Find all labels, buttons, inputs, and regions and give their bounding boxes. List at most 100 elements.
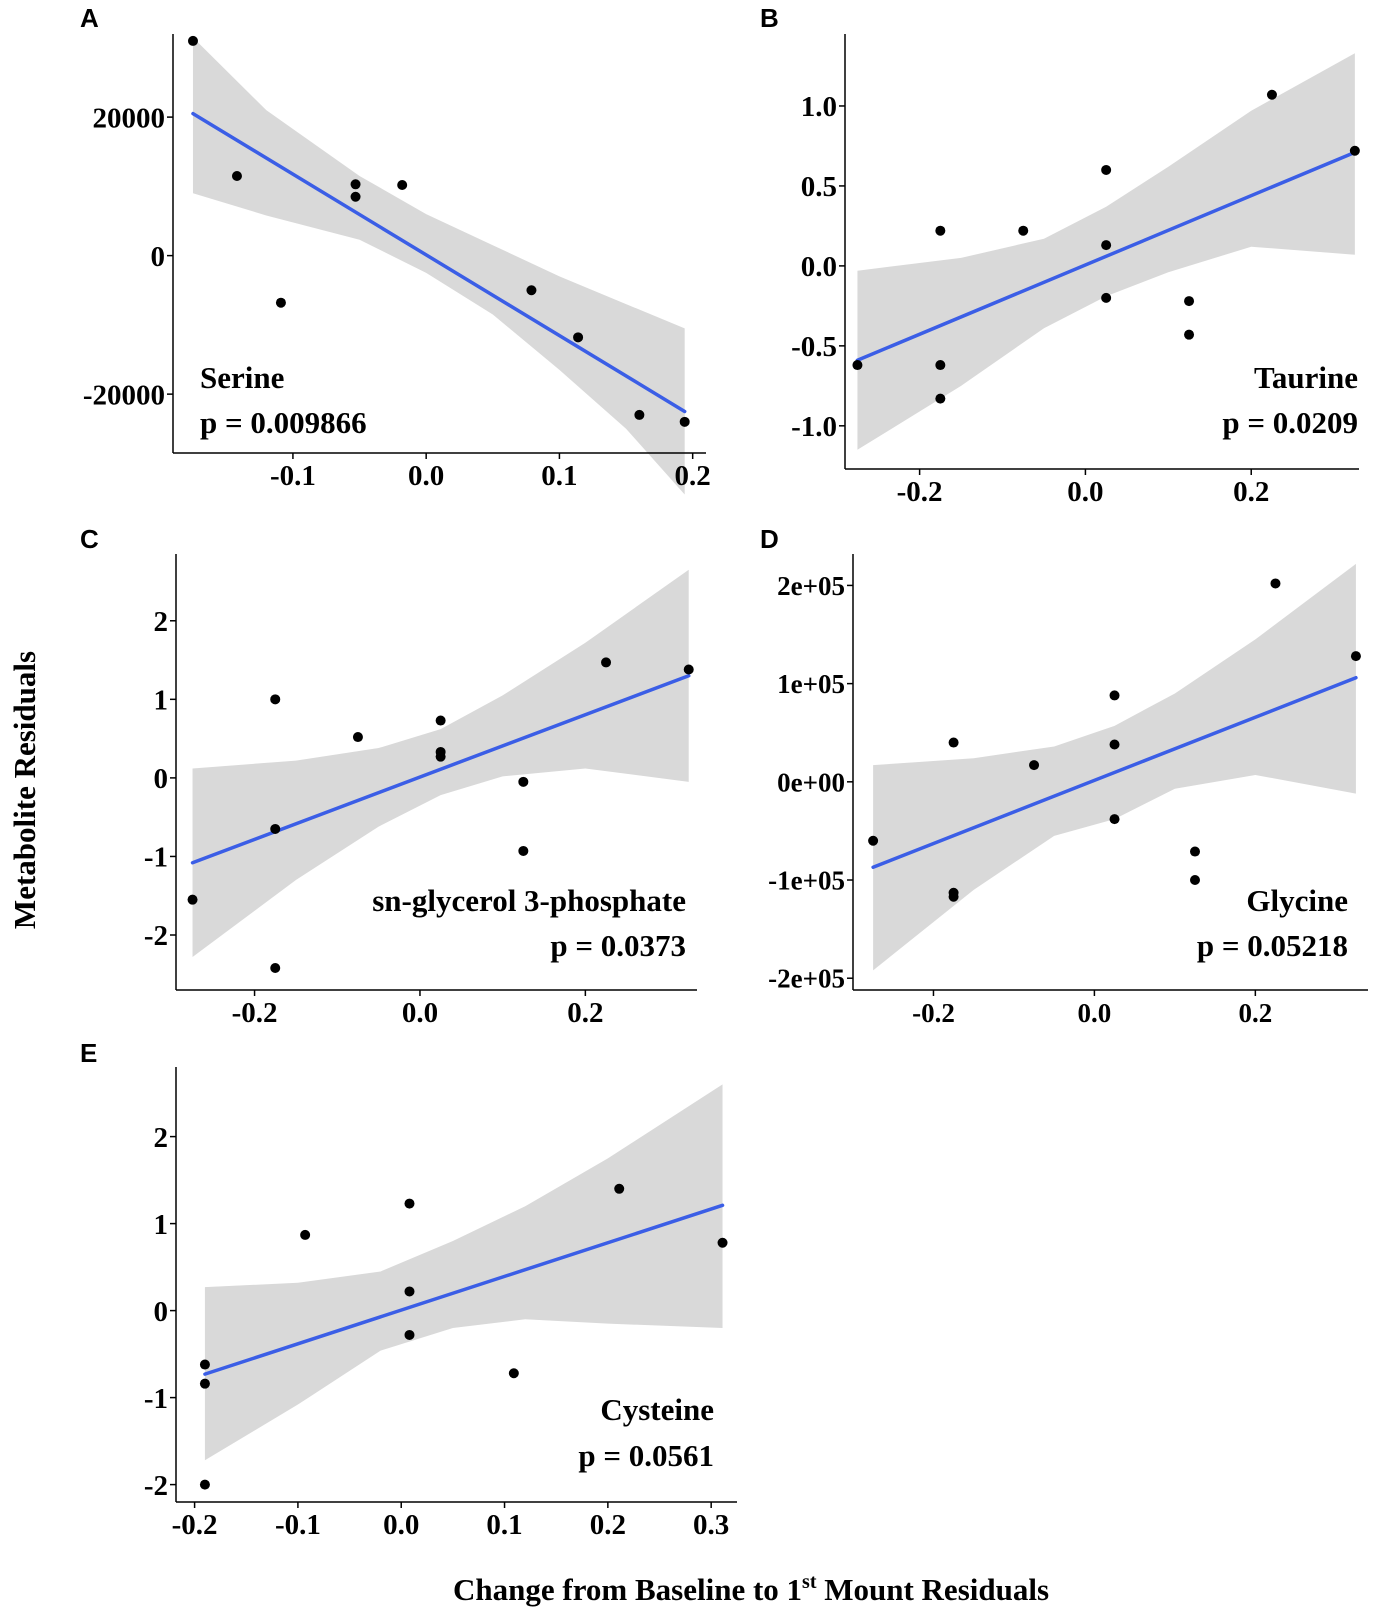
p-value: p = 0.05218 (1197, 928, 1348, 963)
y-tick-label: -1 (144, 1383, 168, 1415)
x-tick-label: -0.2 (897, 476, 943, 508)
data-point-6 (397, 179, 408, 190)
x-tick-label: 0.2 (1233, 476, 1269, 508)
data-point-8 (1109, 814, 1120, 825)
x-tick-label: 0.0 (1078, 998, 1112, 1028)
data-point-1 (187, 35, 198, 46)
y-tick-label: -0.5 (791, 331, 837, 363)
y-tick-label: -1.0 (791, 411, 837, 443)
data-point-4 (948, 891, 959, 902)
data-point-1 (199, 1359, 210, 1370)
y-tick-label: 1 (154, 1209, 169, 1241)
x-tick-label: 0.0 (1067, 476, 1103, 508)
y-tick-label: 2 (154, 1122, 169, 1154)
data-point-5 (1018, 225, 1029, 236)
x-tick-label: -0.2 (232, 997, 278, 1029)
y-tick-label: 2 (154, 606, 169, 638)
y-tick-label: -1e+05 (768, 865, 845, 895)
data-point-10 (717, 1237, 728, 1248)
x-tick-label: 0.2 (590, 1509, 626, 1541)
y-tick-label: -2 (144, 920, 168, 952)
x-axis-title: Change from Baseline to 1st Mount Residu… (453, 1571, 1049, 1607)
x-tick-label: 0.2 (567, 997, 603, 1029)
panel-c: C -2 -1 0 1 2 -0.2 0.0 0.2 sn-glycerol 3-phosphat… (80, 524, 697, 1029)
data-point-9 (518, 776, 529, 787)
regression-line (191, 111, 687, 414)
data-point-9 (634, 409, 645, 420)
data-point-10 (1189, 875, 1200, 886)
data-point-9 (1189, 846, 1200, 857)
y-tick-label: 0.5 (801, 171, 837, 203)
y-tick-label: -1 (144, 842, 168, 874)
y-tick-label: -20000 (83, 379, 165, 411)
data-point-1 (868, 835, 879, 846)
data-point-6 (435, 715, 446, 726)
x-axis-title-tail: Mount Residuals (816, 1572, 1049, 1607)
y-axis-title: Metabolite Residuals (7, 651, 42, 929)
p-value: p = 0.0373 (550, 928, 686, 963)
data-point-4 (350, 179, 361, 190)
data-point-5 (352, 732, 363, 743)
p-value: p = 0.0561 (578, 1438, 714, 1473)
metabolite-name: Serine (200, 360, 284, 395)
data-point-5 (404, 1198, 415, 1209)
data-point-12 (1349, 145, 1360, 156)
y-tick-label: 0 (154, 763, 169, 795)
x-tick-label: 0.1 (541, 460, 577, 492)
data-point-7 (526, 285, 537, 296)
panel-e: E -2 -1 0 1 2 -0.2 -0.1 0.0 0.1 0.2 0.3 Cysteine p = … (80, 1038, 737, 1541)
x-tick-label: -0.1 (275, 1509, 321, 1541)
confidence-band (204, 1084, 723, 1461)
y-tick-label: 1 (154, 684, 169, 716)
x-tick-label: -0.2 (912, 998, 955, 1028)
data-point-2 (935, 225, 946, 236)
data-point-9 (1184, 296, 1195, 307)
y-tick-label: 1e+05 (777, 669, 845, 699)
data-point-3 (935, 360, 946, 371)
x-tick-label: -0.2 (172, 1509, 218, 1541)
data-point-10 (518, 845, 529, 856)
x-tick-label: 0.0 (383, 1509, 419, 1541)
data-point-3 (270, 823, 281, 834)
panel-letter: D (760, 524, 779, 554)
data-point-8 (435, 751, 446, 762)
data-point-1 (852, 360, 863, 371)
data-point-5 (1029, 760, 1040, 771)
x-tick-label: 0.0 (402, 997, 438, 1029)
x-axis-title-superscript: st (802, 1571, 817, 1593)
y-tick-label: 0 (154, 1296, 169, 1328)
data-point-7 (404, 1329, 415, 1340)
data-point-11 (1266, 89, 1277, 100)
data-point-10 (679, 416, 690, 427)
data-point-7 (1101, 240, 1112, 251)
data-point-12 (683, 664, 694, 675)
data-point-2 (199, 1378, 210, 1389)
data-point-3 (199, 1479, 210, 1490)
data-point-6 (1109, 690, 1120, 701)
p-value: p = 0.009866 (200, 405, 367, 440)
metabolite-name: Cysteine (600, 1392, 714, 1427)
x-tick-label: 0.2 (675, 460, 711, 492)
data-point-4 (270, 963, 281, 974)
y-tick-label: 0.0 (801, 251, 837, 283)
data-point-4 (935, 393, 946, 404)
y-tick-label: 20000 (93, 102, 166, 134)
panel-letter: E (80, 1038, 97, 1068)
metabolite-name: Glycine (1246, 883, 1348, 918)
data-point-10 (1184, 329, 1195, 340)
confidence-band (192, 569, 689, 958)
panel-d: D -2e+05 -1e+05 0e+00 1e+05 2e+05 -0.2 0.0 0.2 Gl… (760, 524, 1368, 1028)
data-point-8 (508, 1368, 519, 1379)
regression-line (203, 1203, 725, 1376)
data-point-11 (601, 657, 612, 668)
confidence-band (192, 37, 685, 495)
x-tick-label: 0.2 (1238, 998, 1272, 1028)
data-point-6 (404, 1286, 415, 1297)
data-point-5 (350, 191, 361, 202)
data-point-4 (300, 1229, 311, 1240)
data-point-2 (948, 737, 959, 748)
data-point-1 (187, 894, 198, 905)
data-point-8 (1101, 292, 1112, 303)
data-point-2 (231, 170, 242, 181)
